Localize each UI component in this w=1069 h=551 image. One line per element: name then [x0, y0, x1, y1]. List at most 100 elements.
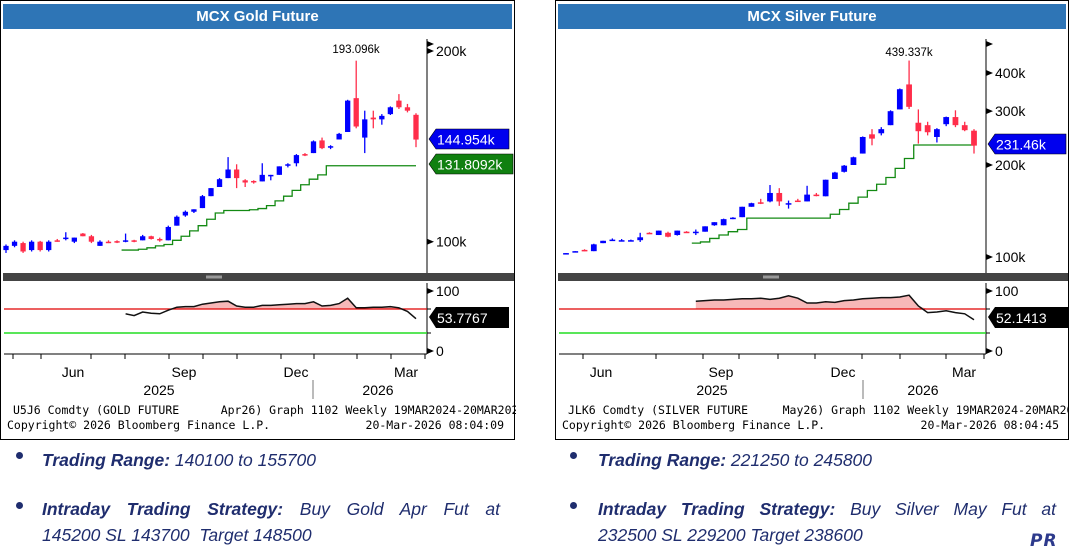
price-tag-box: [428, 128, 510, 150]
month-label: Mar: [394, 364, 418, 380]
candle-body: [131, 240, 137, 242]
candle-body: [618, 240, 625, 242]
candle-body: [54, 240, 60, 242]
axis-tick-arrow: [986, 70, 993, 76]
candle-body: [148, 236, 154, 239]
gold-strategy-label: Intraday Trading Strategy:: [42, 499, 284, 519]
price-axis-label: 300k: [995, 103, 1026, 119]
candle-body: [268, 174, 274, 177]
silver-range-value: 221250 to 245800: [730, 450, 873, 470]
footer-timestamp: 20-Mar-2026 08:04:09: [366, 418, 505, 432]
candle-body: [140, 236, 146, 241]
month-label: Jun: [590, 364, 613, 380]
candle-body: [242, 180, 248, 183]
candle-body: [88, 236, 95, 242]
rsi-axis-label: 0: [995, 343, 1003, 359]
price-axis-label: 200k: [995, 157, 1026, 173]
month-label: Sep: [172, 364, 197, 380]
gold-range-value: 140100 to 155700: [174, 450, 317, 470]
candle-body: [276, 166, 282, 175]
candle-body: [319, 140, 325, 149]
candle-body: [293, 155, 300, 164]
gold-trading-range: Trading Range: 140100 to 155700: [42, 450, 316, 471]
axis-tick-arrow: [986, 254, 993, 260]
candle-body: [80, 233, 86, 237]
candle-body: [822, 179, 829, 197]
silver-strategy-line1: Buy Silver May Fut at: [850, 499, 1056, 519]
candle-body: [216, 179, 223, 187]
candle-body: [832, 172, 838, 179]
candle-body: [46, 241, 52, 251]
candle-body: [285, 164, 291, 166]
candle-body: [345, 100, 351, 132]
candle-body: [310, 141, 317, 154]
rsi-tag-box: [988, 307, 1068, 328]
candle-body: [711, 222, 718, 226]
candle-body: [600, 240, 606, 244]
footer-copyright: Copyright© 2026 Bloomberg Finance L.P.: [562, 418, 825, 432]
last-price-tag: 231.46k: [996, 137, 1047, 153]
candle-body: [413, 114, 419, 140]
candle-body: [105, 241, 112, 244]
axis-tick-arrow: [427, 348, 434, 354]
rsi-axis-label: 0: [436, 343, 444, 359]
gold-chart-panel: MCX Gold Future 200k 100k 193.096k 144.954k…: [0, 0, 516, 440]
candle-body: [924, 125, 931, 133]
rsi-value-tag: 53.7767: [437, 310, 488, 326]
candle-body: [225, 169, 231, 179]
candle-body: [3, 245, 9, 251]
candle-body: [794, 200, 801, 203]
candle-body: [11, 241, 18, 246]
price-axis-label: 100k: [436, 234, 467, 250]
candle-body: [63, 237, 69, 240]
month-label: Dec: [831, 364, 856, 380]
rsi-value-tag: 52.1413: [996, 310, 1047, 326]
rsi-overbought-fill: [695, 295, 974, 309]
axis-tick-arrow: [427, 48, 434, 54]
price-axis-label: 400k: [995, 65, 1026, 81]
price-tag-box: [428, 153, 514, 175]
axis-tick-arrow: [986, 288, 993, 294]
last-price-tag: 144.954k: [437, 132, 496, 148]
candle-body: [590, 244, 597, 252]
candle-body: [97, 241, 103, 246]
axis-tick-arrow: [986, 348, 993, 354]
candle-body: [628, 240, 634, 242]
axis-tick-arrow: [427, 41, 434, 47]
candle-body: [327, 146, 334, 148]
candle-body: [182, 211, 189, 216]
pane-splitter: [3, 273, 514, 281]
candle-body: [387, 107, 394, 115]
candle-body: [859, 136, 866, 154]
price-axis-label: 200k: [436, 43, 467, 59]
candle-body: [674, 230, 681, 236]
candle-body: [683, 231, 690, 234]
candle-body: [869, 134, 875, 139]
candle-body: [233, 169, 240, 179]
candle-body: [362, 119, 368, 138]
price-axis-label: 100k: [995, 249, 1026, 265]
splitter-grip-icon: [763, 275, 779, 279]
axis-tick-arrow: [986, 108, 993, 115]
silver-chart-panel: MCX Silver Future 400k 300k 200k 100k 439.33…: [555, 0, 1069, 440]
stop-tag: 131.8092k: [437, 157, 503, 173]
pane-splitter: [558, 273, 1068, 281]
silver-chart-title: MCX Silver Future: [558, 4, 1066, 29]
candle-body: [878, 129, 885, 134]
year-label: 2026: [362, 382, 393, 398]
axis-tick-arrow: [427, 288, 434, 294]
footer-copyright: Copyright© 2026 Bloomberg Finance L.P.: [7, 418, 270, 432]
candle-body: [785, 203, 792, 205]
candle-body: [199, 196, 206, 209]
rsi-axis-label: 100: [995, 283, 1019, 299]
candle-body: [841, 165, 848, 172]
candle-body: [336, 133, 342, 140]
peak-label: 439.337k: [885, 47, 933, 59]
candle-body: [157, 238, 163, 241]
candle-body: [887, 111, 894, 126]
candle-body: [302, 154, 308, 156]
candle-body: [637, 237, 644, 241]
candle-body: [191, 209, 197, 212]
candle-body: [174, 216, 180, 226]
candle-body: [20, 243, 26, 252]
